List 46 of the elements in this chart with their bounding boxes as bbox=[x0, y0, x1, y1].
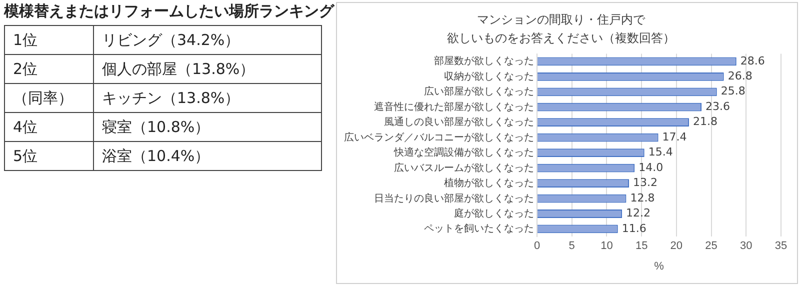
x-tick-label: 20 bbox=[670, 240, 683, 252]
y-tick-label: 快適な空調設備が欲しくなった bbox=[393, 146, 534, 159]
x-tick-label: 35 bbox=[774, 240, 788, 252]
y-tick-label: 部屋数が欲しくなった bbox=[434, 55, 534, 68]
y-tick-label: ペットを飼いたくなった bbox=[424, 224, 534, 235]
data-label: 28.6 bbox=[740, 54, 765, 68]
y-tick-label: 遮音性に優れた部屋が欲しくなった bbox=[374, 100, 534, 113]
x-tick-label: 0 bbox=[534, 240, 540, 252]
y-tick-label: 庭が欲しくなった bbox=[454, 208, 534, 220]
data-label: 23.6 bbox=[706, 100, 730, 113]
chart-title: マンションの間取り・住戸内で bbox=[477, 12, 646, 27]
text: 個人の部屋（13.8%） bbox=[94, 54, 322, 84]
x-tick-label: 30 bbox=[740, 240, 752, 252]
text: キッチン（13.8%） bbox=[94, 84, 322, 112]
x-tick-label: 15 bbox=[635, 240, 648, 252]
data-label: 21.8 bbox=[692, 115, 718, 128]
data-label: 17.4 bbox=[662, 130, 687, 144]
y-tick-label: 広いベランダ／バルコニーが欲しくなった bbox=[344, 131, 534, 144]
data-label: 12.8 bbox=[630, 191, 655, 204]
data-label: 12.2 bbox=[626, 206, 651, 220]
text: 寝室（10.8%） bbox=[94, 112, 322, 142]
data-label: 15.4 bbox=[648, 146, 673, 159]
data-label: 26.8 bbox=[728, 70, 752, 83]
x-tick-label: 25 bbox=[705, 240, 718, 252]
data-label: 25.8 bbox=[720, 84, 746, 98]
x-axis-title: % bbox=[654, 260, 664, 272]
text: 浴室（10.4%） bbox=[94, 142, 322, 170]
y-tick-label: 収納が欲しくなった bbox=[444, 70, 534, 82]
data-label: 14.0 bbox=[638, 160, 664, 174]
data-label: 11.6 bbox=[622, 222, 646, 235]
text: 1位 bbox=[4, 26, 94, 54]
text: （同率） bbox=[4, 84, 94, 112]
y-tick-label: 植物が欲しくなった bbox=[444, 177, 534, 190]
text: 模様替えまたはリフォームしたい場所ランキング bbox=[4, 2, 334, 21]
text: リビング（34.2%） bbox=[94, 26, 322, 54]
text: 4位 bbox=[4, 112, 94, 142]
x-tick-label: 10 bbox=[600, 240, 613, 252]
text: 5位 bbox=[4, 142, 94, 170]
y-tick-label: 日当たりの良い部屋が欲しくなった bbox=[374, 192, 534, 204]
x-tick-label: 5 bbox=[568, 240, 575, 252]
chart-subtitle: 欲しいものをお答えください（複数回答） bbox=[447, 30, 675, 45]
text: 2位 bbox=[4, 54, 94, 84]
y-tick-label: 広い部屋が欲しくなった bbox=[424, 86, 534, 98]
y-tick-label: 広いバスルームが欲しくなった bbox=[394, 162, 534, 174]
y-tick-label: 風通しの良い部屋が欲しくなった bbox=[384, 116, 534, 128]
data-label: 13.2 bbox=[633, 176, 658, 190]
